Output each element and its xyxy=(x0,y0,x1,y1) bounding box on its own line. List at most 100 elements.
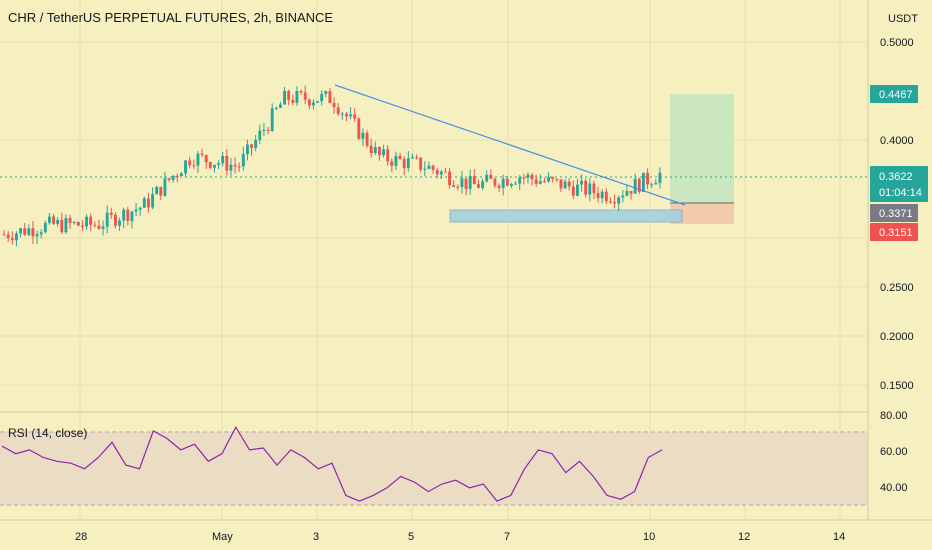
candle-body xyxy=(497,185,501,189)
candle-body xyxy=(291,100,295,103)
price-tick: 0.2500 xyxy=(880,282,914,294)
time-label: 12 xyxy=(738,531,750,543)
candle-body xyxy=(501,178,505,189)
candle-body xyxy=(439,171,443,175)
candle-body xyxy=(130,211,134,221)
trendline[interactable] xyxy=(334,84,686,206)
candle-body xyxy=(518,177,522,184)
candle-body xyxy=(357,118,361,139)
candle-body xyxy=(278,104,282,108)
price-tick: 0.5000 xyxy=(880,37,914,49)
candle-body xyxy=(14,233,18,241)
candle-body xyxy=(237,166,241,168)
candle-body xyxy=(241,153,245,167)
candle-body xyxy=(452,184,456,187)
chart-title: CHR / TetherUS PERPETUAL FUTURES, 2h, BI… xyxy=(8,10,333,25)
candle-body xyxy=(658,172,662,183)
candle-body xyxy=(344,113,348,117)
candle-body xyxy=(361,132,365,139)
rsi-label[interactable]: RSI (14, close) xyxy=(8,426,87,440)
candle-body xyxy=(448,171,452,185)
support-zone[interactable] xyxy=(449,209,683,223)
candle-body xyxy=(221,155,225,164)
entry-price-label: 0.3371 xyxy=(879,208,913,220)
candle-body xyxy=(225,155,229,171)
candle-body xyxy=(353,114,357,119)
candle-body xyxy=(538,181,542,184)
candle-body xyxy=(274,107,278,109)
candle-body xyxy=(382,149,386,156)
candle-body xyxy=(233,164,237,167)
candle-body xyxy=(245,144,249,154)
stop-price-badge xyxy=(870,223,918,241)
stop-zone[interactable] xyxy=(670,203,734,224)
rsi-tick: 40.00 xyxy=(880,482,908,494)
candle-body xyxy=(295,91,299,103)
candle-body xyxy=(179,173,183,177)
target-price-badge xyxy=(870,85,918,103)
candle-body xyxy=(493,178,497,186)
candle-body xyxy=(159,186,163,196)
candle-body xyxy=(604,191,608,202)
candle-body xyxy=(270,108,274,131)
candle-body xyxy=(584,180,588,195)
time-label: 14 xyxy=(833,531,845,543)
candle-body xyxy=(196,153,200,166)
candle-body xyxy=(608,201,612,203)
price-axis[interactable] xyxy=(868,0,932,520)
price-tick: 0.2000 xyxy=(880,331,914,343)
candle-body xyxy=(192,165,196,167)
candle-body xyxy=(47,216,51,223)
candle-body xyxy=(60,219,64,233)
candle-body xyxy=(113,214,117,226)
candle-body xyxy=(311,102,315,106)
candle-body xyxy=(56,219,60,224)
candle-body xyxy=(464,178,468,189)
rsi-ticks: 80.00 60.00 40.00 xyxy=(880,410,908,494)
candle-body xyxy=(349,114,353,117)
candle-body xyxy=(200,153,204,155)
candle-body xyxy=(377,147,381,156)
candle-body xyxy=(142,198,146,208)
candle-body xyxy=(299,91,303,93)
candle-body xyxy=(472,176,476,185)
time-label: May xyxy=(212,531,233,543)
candle-body xyxy=(146,198,150,208)
candle-body xyxy=(563,181,567,189)
candle-body xyxy=(35,234,39,237)
target-price-label: 0.4467 xyxy=(879,89,913,101)
candle-body xyxy=(369,145,373,153)
candle-body xyxy=(64,218,68,233)
candle-body xyxy=(126,209,130,221)
candle-body xyxy=(555,178,559,180)
candle-body xyxy=(163,178,167,196)
candle-body xyxy=(625,190,629,196)
candle-body xyxy=(155,186,159,195)
candle-body xyxy=(476,184,480,188)
candle-body xyxy=(171,175,175,180)
candle-body xyxy=(184,160,188,174)
candle-body xyxy=(386,149,390,162)
candle-body xyxy=(324,91,328,94)
candle-body xyxy=(19,228,23,234)
candle-body xyxy=(97,225,101,229)
candle-body xyxy=(27,228,31,235)
candle-body xyxy=(567,181,571,187)
time-label: 28 xyxy=(75,531,87,543)
candle-body xyxy=(208,162,212,168)
candle-body xyxy=(633,178,637,194)
candle-body xyxy=(456,186,460,188)
candle-body xyxy=(373,147,377,153)
time-label: 7 xyxy=(504,531,510,543)
current-price-badge xyxy=(870,166,928,202)
candle-body xyxy=(617,197,621,204)
candle-body xyxy=(460,178,464,187)
time-axis[interactable]: 28 May 3 5 7 10 12 14 xyxy=(75,531,845,543)
rsi-line xyxy=(1,425,663,502)
target-zone[interactable] xyxy=(670,94,734,203)
rsi-tick: 60.00 xyxy=(880,446,908,458)
candle-body xyxy=(167,178,171,180)
candle-body xyxy=(637,178,641,192)
